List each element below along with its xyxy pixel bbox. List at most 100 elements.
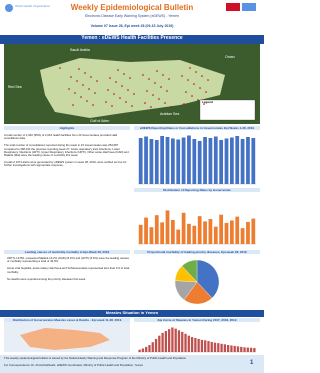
- bar: [243, 347, 246, 352]
- bar: [210, 341, 213, 352]
- facility-dot: [152, 94, 154, 96]
- bar: [229, 220, 234, 244]
- facility-dot: [195, 71, 197, 73]
- facility-dot: [205, 91, 207, 93]
- bar: [213, 136, 218, 184]
- map-label: Arabian Sea: [160, 112, 180, 116]
- bar: [144, 136, 148, 184]
- bar: [144, 217, 148, 244]
- facility-dot: [68, 88, 70, 90]
- bar: [240, 139, 245, 184]
- facility-dot: [92, 104, 94, 106]
- bar: [251, 218, 256, 244]
- bar: [167, 329, 171, 352]
- bar: [240, 228, 245, 244]
- paragraph: The total number of consultations report…: [4, 143, 129, 158]
- map-banner: [0, 35, 264, 44]
- bar: [197, 141, 202, 184]
- bar: [160, 136, 165, 184]
- bar: [197, 216, 202, 244]
- map-label: Red Sea: [8, 85, 22, 89]
- facility-dot: [74, 92, 76, 94]
- bar: [138, 138, 143, 184]
- bar: [165, 137, 170, 184]
- bar: [138, 349, 141, 352]
- chart-title: eDEWS Reporting Rates or Consultations i…: [134, 126, 260, 131]
- bar: [223, 344, 227, 352]
- bar: [154, 140, 159, 184]
- facility-dot: [76, 80, 78, 82]
- bar: [192, 225, 197, 244]
- pie-slice: [196, 259, 220, 299]
- bar: [181, 212, 186, 244]
- charts: [138, 135, 256, 353]
- footer-bg: [0, 355, 264, 373]
- bar: [246, 347, 249, 352]
- bar: [236, 346, 240, 352]
- bar: [251, 138, 256, 184]
- bar: [235, 136, 240, 184]
- bar: [213, 342, 217, 352]
- bar: [226, 345, 230, 352]
- facility-dot: [158, 98, 160, 100]
- bar: [141, 348, 145, 352]
- bar: [145, 346, 148, 352]
- bar: [184, 333, 187, 352]
- facility-dot: [111, 105, 113, 107]
- bar: [161, 332, 164, 352]
- facility-dot: [109, 77, 111, 79]
- bar: [187, 223, 191, 244]
- facility-dot: [154, 82, 156, 84]
- bar: [200, 339, 204, 352]
- bar: [246, 221, 250, 244]
- header-bg: [0, 0, 264, 34]
- bar: [213, 226, 218, 244]
- chart-title: Proportional morbidity of leading priori…: [134, 250, 260, 255]
- bar: [224, 222, 229, 244]
- bar: [207, 341, 210, 352]
- facility-dot: [185, 91, 187, 93]
- facility-dot: [191, 95, 193, 97]
- bar: [154, 215, 159, 244]
- facility-dot: [170, 106, 172, 108]
- bar: [174, 328, 177, 352]
- facility-dot: [181, 75, 183, 77]
- facility-dot: [70, 76, 72, 78]
- facility-dot: [203, 103, 205, 105]
- bar: [240, 346, 243, 352]
- facility-dot: [146, 90, 148, 92]
- bar: [220, 343, 223, 352]
- facility-dot: [193, 83, 195, 85]
- facility-dot: [72, 104, 74, 106]
- measles-map: [20, 328, 110, 350]
- bar: [154, 338, 158, 352]
- bar: [203, 221, 207, 244]
- facility-dot: [125, 101, 127, 103]
- paragraph: A total number of 1,940 (95%) of 2,043 h…: [4, 133, 118, 141]
- bar: [148, 345, 151, 352]
- bar: [177, 330, 181, 352]
- who-logo: [5, 4, 13, 12]
- bar: [181, 331, 184, 352]
- issue: Volume 07 Issue 28, Epi week 28 (09-15 J…: [90, 24, 174, 28]
- paragraph: A total of 1074 alerts were generated by…: [4, 160, 127, 168]
- facility-dot: [133, 93, 135, 95]
- facility-dot: [84, 72, 86, 74]
- bar: [176, 229, 181, 244]
- highlights-title: Highlights: [4, 126, 130, 131]
- bar: [233, 345, 236, 352]
- bar: [160, 222, 165, 244]
- facility-dot: [187, 79, 189, 81]
- pie-slice: [181, 259, 198, 283]
- chart-title: Epi Curve of Measles in Yemen During 201…: [134, 318, 260, 323]
- facility-dot: [121, 85, 123, 87]
- bar: [219, 214, 224, 244]
- bar: [171, 327, 174, 352]
- facility-dots: [59, 67, 209, 108]
- bar: [164, 331, 168, 352]
- bar: [187, 335, 190, 352]
- facility-dot: [96, 80, 98, 82]
- bar: [197, 338, 200, 352]
- bar: [190, 337, 194, 352]
- paragraph: For Correspondence: Dr. Ali Al-Mudhwahi,…: [4, 363, 144, 368]
